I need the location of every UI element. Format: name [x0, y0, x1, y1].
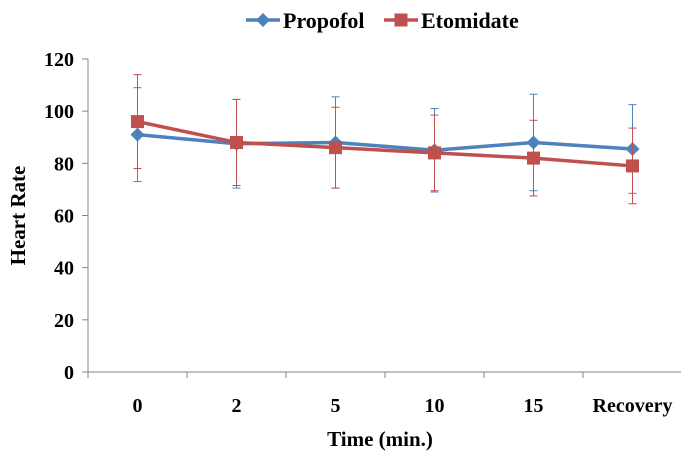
legend: Propofol Etomidate: [246, 8, 519, 33]
x-axis: 0 2 5 10 15 Recovery: [87, 371, 681, 417]
legend-marker-square: [394, 13, 408, 27]
x-axis-title: Time (min.): [327, 427, 433, 451]
data-point-square: [527, 151, 540, 165]
y-tick-label: 100: [44, 101, 74, 123]
legend-item-etomidate: Etomidate: [384, 8, 519, 33]
x-tick-label: 0: [133, 395, 143, 417]
legend-label: Etomidate: [421, 8, 519, 33]
series-layer: [130, 74, 640, 205]
x-tick-label: 10: [425, 395, 445, 417]
series-etomidate: [131, 74, 639, 205]
x-tick-label: 15: [524, 395, 544, 417]
y-axis: 0 20 40 60 80 100 120: [44, 49, 89, 384]
y-tick-label: 40: [54, 258, 74, 280]
y-axis-title: Heart Rate: [6, 166, 30, 266]
y-tick-label: 60: [54, 206, 74, 228]
data-point-square: [428, 146, 441, 160]
series-line-etomidate: [137, 119, 633, 168]
x-tick-label: Recovery: [593, 395, 673, 417]
legend-label: Propofol: [283, 8, 364, 33]
legend-item-propofol: Propofol: [246, 8, 364, 33]
series-propofol: [130, 87, 640, 194]
legend-marker-diamond: [256, 13, 270, 27]
series-line-propofol: [137, 132, 633, 153]
y-tick-label: 80: [54, 153, 74, 175]
y-tick-label: 20: [54, 310, 74, 332]
data-point-square: [131, 115, 144, 129]
data-point-square: [329, 141, 342, 155]
x-tick-label: 2: [232, 395, 242, 417]
data-point-square: [626, 159, 639, 173]
y-tick-label: 120: [44, 49, 74, 71]
error-bars-etomidate: [133, 74, 637, 205]
y-tick-label: 0: [64, 362, 74, 384]
x-tick-label: 5: [331, 395, 341, 417]
data-point-square: [230, 135, 243, 149]
